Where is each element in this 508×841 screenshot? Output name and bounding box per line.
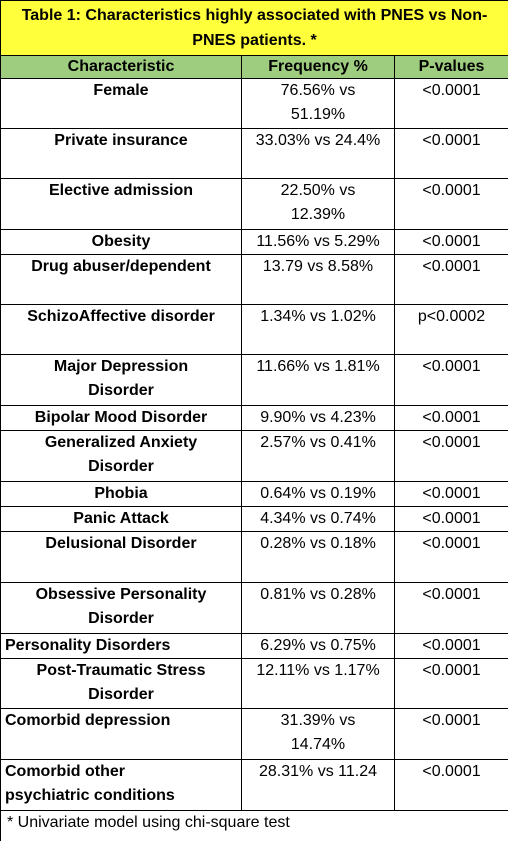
cell-text: 31.39% vs 14.74%: [268, 709, 368, 757]
table-cell: Comorbid depression: [1, 709, 242, 760]
table-cell: <0.0001: [395, 406, 508, 431]
table-cell: 1.34% vs 1.02%: [242, 305, 395, 355]
table-cell: 33.03% vs 24.4%: [242, 129, 395, 179]
cell-text: Post-Traumatic Stress Disorder: [21, 659, 221, 707]
table-cell: 9.90% vs 4.23%: [242, 406, 395, 431]
table-cell: 0.64% vs 0.19%: [242, 482, 395, 507]
table-cell: <0.0001: [395, 659, 508, 709]
cell-text: 76.56% vs 51.19%: [268, 79, 368, 127]
table-cell: <0.0001: [395, 482, 508, 507]
table-cell: 6.29% vs 0.75%: [242, 634, 395, 659]
table-row: Comorbid other psychiatric conditions 28.…: [1, 760, 508, 811]
table-cell: Major Depression Disorder: [1, 355, 242, 406]
header-cell: Characteristic: [1, 56, 242, 79]
table-cell: Obsessive Personality Disorder: [1, 583, 242, 634]
table-row: Elective admission 22.50% vs 12.39% <0.000…: [1, 179, 508, 230]
table-cell: Private insurance: [1, 129, 242, 179]
cell-text: Generalized Anxiety Disorder: [21, 431, 221, 479]
table-cell: 12.11% vs 1.17%: [242, 659, 395, 709]
table-cell: Phobia: [1, 482, 242, 507]
table-cell: <0.0001: [395, 255, 508, 305]
table-cell: 2.57% vs 0.41%: [242, 431, 395, 482]
table-cell: Elective admission: [1, 179, 242, 230]
table-row: Female 76.56% vs 51.19% <0.0001: [1, 79, 508, 129]
table-cell: <0.0001: [395, 583, 508, 634]
header-cell: P-values: [395, 56, 508, 79]
cell-text: Major Depression Disorder: [31, 355, 211, 403]
table-cell: <0.0001: [395, 709, 508, 760]
footnote-row: * Univariate model using chi-square test: [1, 811, 508, 841]
header-cell: Frequency %: [242, 56, 395, 79]
table-cell: <0.0001: [395, 179, 508, 230]
table-cell: SchizoAffective disorder: [1, 305, 242, 355]
table-cell: Generalized Anxiety Disorder: [1, 431, 242, 482]
table-cell: 0.81% vs 0.28%: [242, 583, 395, 634]
table-cell: Obesity: [1, 230, 242, 255]
table-cell: 4.34% vs 0.74%: [242, 507, 395, 532]
table-cell: p<0.0002: [395, 305, 508, 355]
table-cell: Drug abuser/dependent: [1, 255, 242, 305]
table-row: Obsessive Personality Disorder 0.81% vs 0…: [1, 583, 508, 634]
footnote: * Univariate model using chi-square test: [1, 811, 508, 841]
table-cell: 76.56% vs 51.19%: [242, 79, 395, 129]
table-cell: 11.66% vs 1.81%: [242, 355, 395, 406]
table-cell: <0.0001: [395, 507, 508, 532]
table-cell: 22.50% vs 12.39%: [242, 179, 395, 230]
table-title: Table 1: Characteristics highly associat…: [1, 1, 508, 56]
table-cell: <0.0001: [395, 79, 508, 129]
table-cell: 11.56% vs 5.29%: [242, 230, 395, 255]
table-cell: <0.0001: [395, 355, 508, 406]
table-cell: Personality Disorders: [1, 634, 242, 659]
table-cell: 28.31% vs 11.24: [242, 760, 395, 811]
table-cell: <0.0001: [395, 129, 508, 179]
title-row: Table 1: Characteristics highly associat…: [1, 1, 508, 56]
table-cell: <0.0001: [395, 760, 508, 811]
table-cell: <0.0001: [395, 532, 508, 583]
table-cell: 13.79 vs 8.58%: [242, 255, 395, 305]
table-cell: 0.28% vs 0.18%: [242, 532, 395, 583]
table-cell: <0.0001: [395, 634, 508, 659]
table-row: Comorbid depression 31.39% vs 14.74% <0.00…: [1, 709, 508, 760]
table-cell: <0.0001: [395, 431, 508, 482]
table-cell: Female: [1, 79, 242, 129]
table-cell: 31.39% vs 14.74%: [242, 709, 395, 760]
header-row: Characteristic Frequency % P-values: [1, 56, 508, 79]
table-cell: Comorbid other psychiatric conditions: [1, 760, 242, 811]
table-cell: Bipolar Mood Disorder: [1, 406, 242, 431]
table-row: Post-Traumatic Stress Disorder 12.11% vs …: [1, 659, 508, 709]
table-cell: Panic Attack: [1, 507, 242, 532]
cell-text: Comorbid other psychiatric conditions: [5, 760, 195, 808]
table-cell: <0.0001: [395, 230, 508, 255]
cell-text: Obsessive Personality Disorder: [16, 583, 226, 631]
cell-text: 22.50% vs 12.39%: [268, 179, 368, 227]
table-cell: Delusional Disorder: [1, 532, 242, 583]
table-row: Generalized Anxiety Disorder 2.57% vs 0.4…: [1, 431, 508, 482]
table-row: Major Depression Disorder 11.66% vs 1.81%…: [1, 355, 508, 406]
table-cell: Post-Traumatic Stress Disorder: [1, 659, 242, 709]
